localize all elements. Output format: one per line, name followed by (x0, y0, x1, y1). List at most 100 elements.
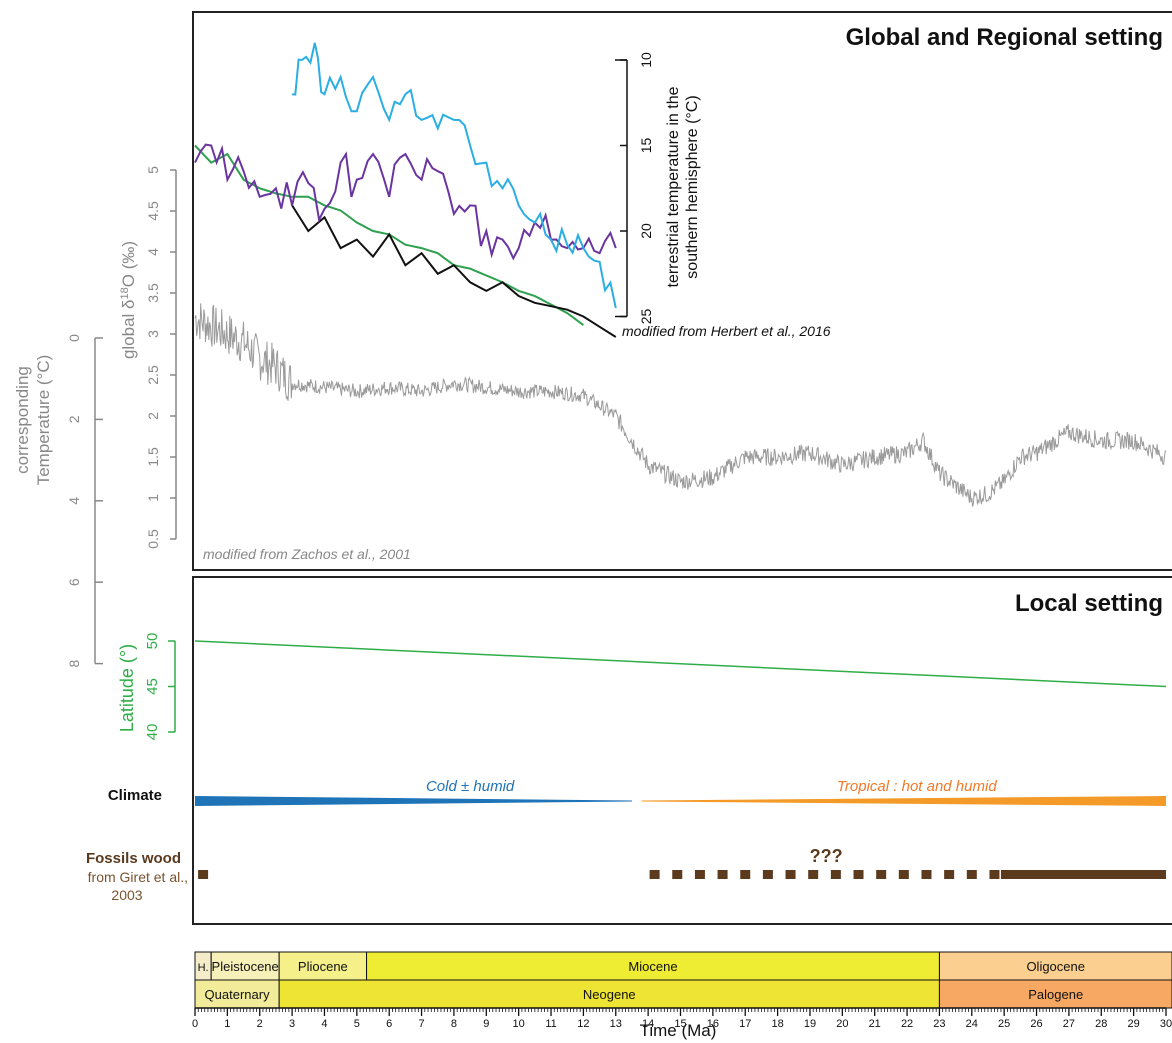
d18o-tick-label: 4.5 (145, 201, 161, 221)
svg-text:global δ18O (‰): global δ18O (‰) (119, 241, 138, 359)
period-cell (278, 979, 940, 1009)
latitude-axis: 50 45 40 (144, 633, 176, 741)
zachos-source-note: modified from Zachos et al., 2001 (203, 546, 411, 562)
fossil-dot (672, 870, 683, 879)
latitude-tick-label: 50 (144, 633, 161, 650)
time-tick-label: 18 (771, 1018, 783, 1030)
time-tick-label: 28 (1095, 1018, 1107, 1030)
latitude-series (194, 640, 1167, 688)
time-tick-label: 6 (386, 1018, 392, 1030)
time-tick-label: 30 (1160, 1018, 1172, 1030)
herbert-series-2 (194, 143, 617, 261)
fossil-dot (921, 870, 932, 879)
time-tick-label: 7 (419, 1018, 425, 1030)
temp-tick-label: 2 (66, 415, 82, 423)
time-tick-label: 14 (642, 1018, 654, 1030)
epoch-band: H. Pleistocene Pliocene Miocene Oligocene (194, 951, 1172, 981)
period-cell (194, 979, 280, 1009)
fossil-dot (966, 870, 977, 879)
period-label: Quaternary (205, 987, 271, 1002)
climate-band-cold (195, 796, 632, 806)
time-tick-label: 1 (224, 1018, 230, 1030)
d18o-tick-label: 2.5 (145, 365, 161, 385)
d18o-tick-label: 3.5 (145, 283, 161, 303)
zachos-d18o-series (194, 303, 1167, 507)
fossil-dot (785, 870, 796, 879)
d18o-axis: 5 4.5 4 3.5 3 2.5 2 1.5 1 0.5 (145, 166, 177, 549)
terrestrial-temperature-label-line2: southern hemisphere (°C) (684, 95, 701, 278)
d18o-tick-label: 4 (145, 248, 161, 256)
fossil-dot (898, 870, 909, 879)
time-tick-label: 24 (966, 1018, 978, 1030)
epoch-label: Oligocene (1026, 959, 1085, 974)
time-tick-label: 3 (289, 1018, 295, 1030)
latitude-tick-label: 40 (144, 724, 161, 741)
fossils-source-line2: 2003 (111, 887, 142, 903)
period-label: Palogene (1028, 987, 1083, 1002)
terr-tick-label: 15 (638, 138, 654, 154)
climate-band-tropical-label: Tropical : hot and humid (837, 778, 997, 795)
d18o-tick-label: 5 (145, 166, 161, 174)
epoch-label: Miocene (628, 959, 677, 974)
time-tick-label: 15 (674, 1018, 686, 1030)
global-panel-title: Global and Regional setting (846, 24, 1163, 51)
time-axis-label: Time (Ma) (640, 1021, 717, 1040)
local-panel-title: Local setting (1015, 590, 1163, 617)
epoch-label: Pliocene (298, 959, 348, 974)
corresponding-temperature-label-line1: corresponding (13, 366, 32, 474)
d18o-tick-label: 1.5 (145, 447, 161, 467)
fossil-dot (944, 870, 955, 879)
climate-band-tropical (641, 796, 1166, 806)
time-tick-label: 26 (1030, 1018, 1042, 1030)
period-cell (938, 979, 1172, 1009)
terr-tick-label: 20 (638, 223, 654, 239)
fossils-label: Fossils wood (86, 850, 181, 867)
corresponding-temperature-label-line2: Temperature (°C) (34, 355, 53, 486)
fossil-dot (876, 870, 887, 879)
epoch-cell (366, 951, 940, 981)
time-tick-label: 13 (610, 1018, 622, 1030)
epoch-label: Pleistocene (212, 959, 279, 974)
d18o-tick-label: 1 (145, 494, 161, 502)
time-tick-label: 0 (192, 1018, 198, 1030)
d18o-tick-label: 3 (145, 330, 161, 338)
fossils-source-line1: from Giret et al., (88, 869, 188, 885)
time-tick-label: 17 (739, 1018, 751, 1030)
time-tick-label: 20 (836, 1018, 848, 1030)
time-tick-label: 11 (545, 1018, 556, 1030)
fossil-solid-bar (1000, 870, 1166, 879)
time-axis: 0 1 2 3 4 5 6 7 8 9 10 11 12 13 14 15 16 17 18 19 20 21 22 23 24… (192, 1007, 1172, 1030)
time-tick-label: 29 (1128, 1018, 1140, 1030)
fossil-dot (649, 870, 660, 879)
epoch-cell (938, 951, 1172, 981)
time-tick-label: 27 (1063, 1018, 1075, 1030)
herbert-series-3 (292, 42, 617, 309)
d18o-tick-label: 0.5 (145, 529, 161, 549)
local-panel-frame (192, 576, 1172, 925)
time-tick-label: 19 (804, 1018, 816, 1030)
fossil-dot (717, 870, 728, 879)
terrestrial-temperature-label-line1: terrestrial temperature in the (665, 86, 682, 287)
fossil-dot (853, 870, 864, 879)
herbert-source-note: modified from Herbert et al., 2016 (622, 323, 831, 339)
fossil-dot (198, 870, 209, 879)
d18o-tick-label: 2 (145, 412, 161, 420)
epoch-cell (210, 951, 280, 981)
herbert-series-group (194, 42, 617, 338)
fossil-dot (830, 870, 841, 879)
terr-tick-label: 25 (638, 309, 654, 325)
global-panel-frame (192, 11, 1172, 571)
temp-tick-label: 0 (66, 334, 82, 342)
herbert-series-1 (291, 204, 617, 338)
fossil-marks (198, 870, 1166, 879)
terr-tick-label: 10 (638, 52, 654, 68)
period-label: Neogene (583, 987, 636, 1002)
time-tick-label: 5 (354, 1018, 360, 1030)
time-tick-label: 25 (998, 1018, 1010, 1030)
terrestrial-temperature-axis: 10 15 20 25 (615, 52, 654, 324)
time-tick-label: 9 (483, 1018, 489, 1030)
d18o-axis-label: global δ18O (‰) (119, 241, 138, 359)
climate-band-cold-label: Cold ± humid (426, 778, 515, 795)
latitude-axis-label: Latitude (°) (117, 644, 137, 732)
fossil-dot (808, 870, 819, 879)
